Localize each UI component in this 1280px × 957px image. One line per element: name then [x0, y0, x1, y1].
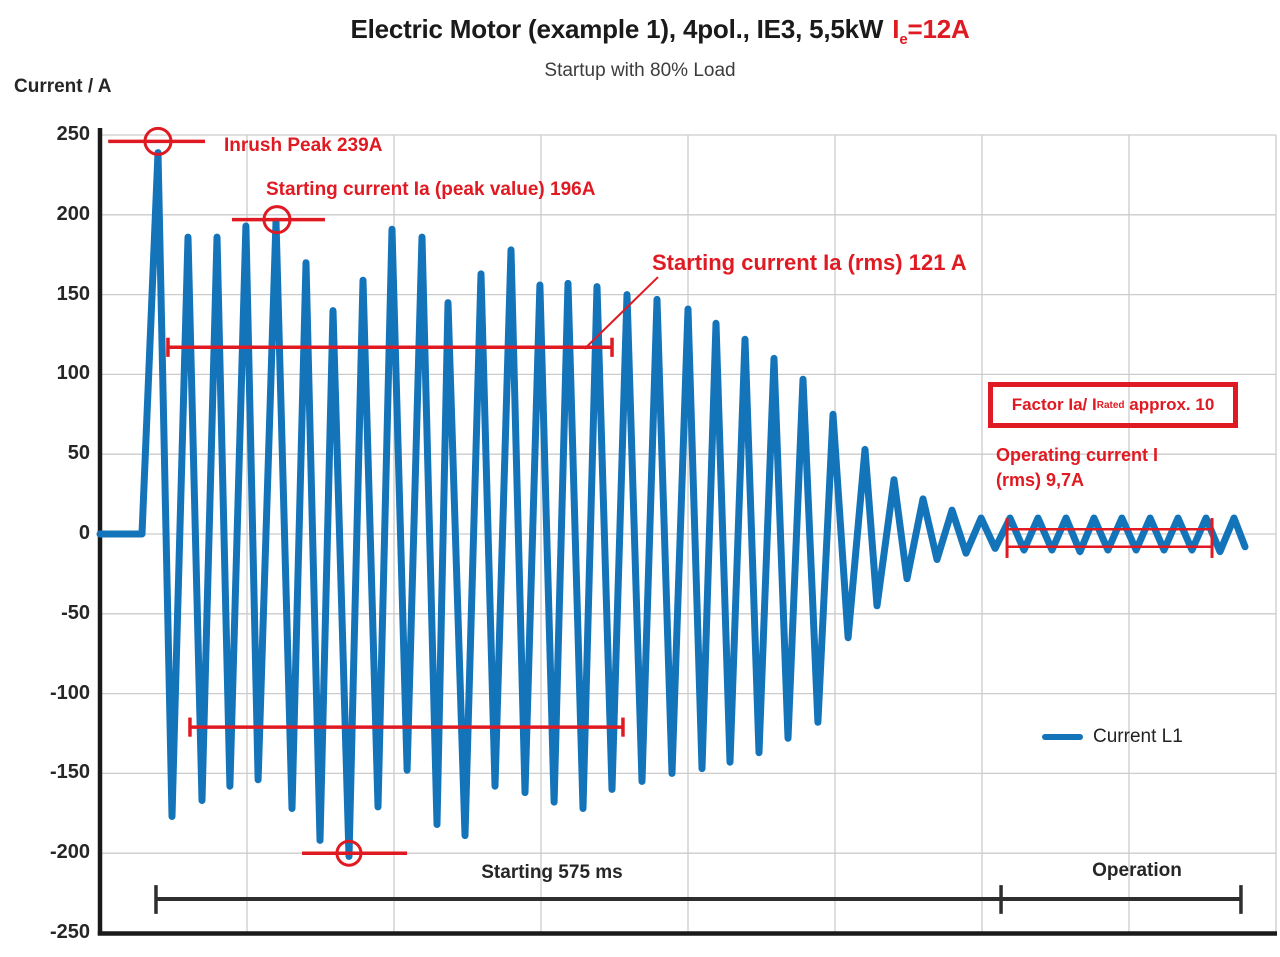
rated-current-subscript: e	[899, 31, 908, 49]
annotation-operating-current: Operating current I (rms) 9,7A	[996, 443, 1158, 493]
phase-label-starting: Starting 575 ms	[481, 862, 623, 883]
y-axis-tick-label: 150	[56, 282, 90, 305]
factor-text-suffix: approx. 10	[1124, 395, 1215, 414]
current-waveform	[96, 149, 1249, 860]
y-axis-tick-label: 50	[67, 442, 90, 465]
y-axis-tick-label: -50	[61, 601, 90, 624]
legend: Current L1	[1042, 726, 1183, 748]
negative-peak-marker-circle	[335, 839, 363, 867]
starting-peak-marker-circle	[262, 205, 292, 235]
y-axis-tick-label: 0	[78, 522, 90, 544]
page-title: Electric Motor (example 1), 4pol., IE3, …	[40, 14, 1280, 48]
y-axis-tick-label: -100	[49, 681, 90, 704]
rms-leader-line	[583, 276, 659, 350]
legend-series-label: Current L1	[1093, 726, 1183, 747]
y-axis-tick-label: 250	[56, 123, 90, 145]
y-axis-tick-label: -150	[49, 761, 90, 784]
phase-label-operation: Operation	[1092, 860, 1182, 881]
annotation-inrush-peak: Inrush Peak 239A	[224, 135, 383, 156]
factor-callout-box: Factor Ia/ I Rated approx. 10	[988, 382, 1238, 428]
inrush-marker-circle	[143, 126, 173, 156]
operating-current-line1: Operating current I	[996, 445, 1159, 465]
rated-current-value: Ie=12A	[892, 14, 970, 49]
y-axis-tick-label: 100	[56, 362, 90, 385]
operating-current-line2: (rms) 9,7A	[996, 470, 1085, 490]
legend-line-swatch	[1042, 734, 1083, 740]
annotation-starting-rms: Starting current Ia (rms) 121 A	[652, 250, 967, 275]
factor-text: Factor Ia/ I	[1011, 395, 1097, 414]
y-axis-tick-label: 200	[56, 202, 90, 225]
factor-subscript: Rated	[1096, 399, 1125, 411]
y-axis-label: Current / A	[14, 76, 112, 97]
annotation-starting-peak: Starting current Ia (peak value) 196A	[266, 179, 596, 200]
y-axis-tick-label: -250	[49, 921, 90, 943]
y-axis-tick-label: -200	[49, 841, 90, 864]
page-title-text: Electric Motor (example 1), 4pol., IE3, …	[350, 14, 884, 44]
page-subtitle: Startup with 80% Load	[544, 60, 736, 81]
